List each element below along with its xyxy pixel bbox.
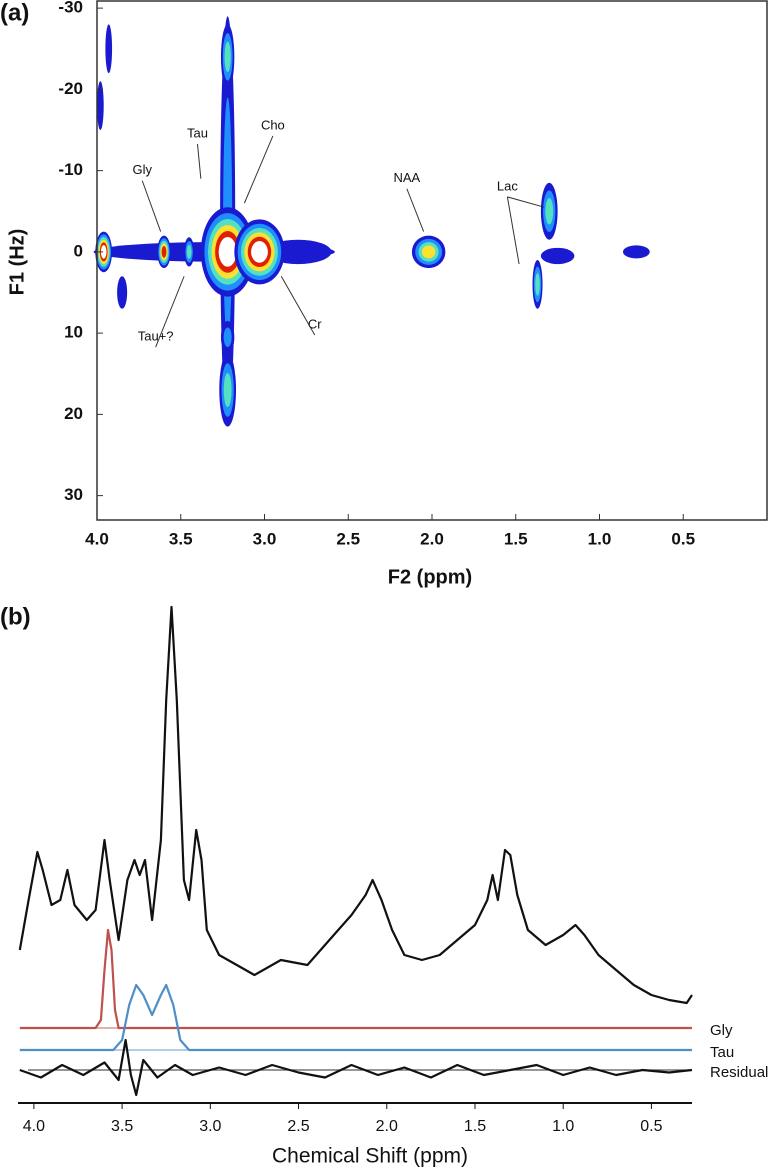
contour-peak: [220, 24, 235, 90]
x-tick-label: 1.5: [464, 1118, 486, 1135]
x-tick-label: 0.5: [640, 1118, 662, 1135]
x-tick-label: 2.0: [376, 1118, 398, 1135]
contour-level: [224, 41, 231, 73]
contour-level: [161, 246, 167, 258]
x-axis-label: Chemical Shift (ppm): [272, 1145, 468, 1168]
annotation: NAA: [394, 170, 421, 185]
contour-level: [535, 273, 540, 296]
annotation: Cho: [261, 117, 285, 132]
x-tick-label: 2.5: [336, 529, 360, 548]
contour-peak: [234, 219, 285, 285]
x-tick-label: 3.5: [169, 529, 193, 548]
x-tick-label: 1.0: [552, 1118, 574, 1135]
spectrum-line: [19, 1038, 693, 1097]
contour-peak: [540, 247, 575, 265]
annotation-arrow: [243, 135, 274, 204]
contour-level: [251, 241, 268, 263]
annotation-arrow: [280, 276, 316, 336]
annotation-arrow: [141, 180, 162, 232]
contour-level: [186, 245, 192, 259]
contour-level: [540, 247, 575, 265]
x-tick-label: 3.0: [199, 1118, 221, 1135]
contour-peak: [97, 81, 104, 130]
y-tick-label: 10: [64, 323, 83, 342]
contour-level: [97, 81, 104, 130]
panel-label: (b): [0, 603, 31, 630]
x-tick-label: 2.0: [420, 529, 444, 548]
x-tick-label: 3.0: [253, 529, 277, 548]
x-tick-label: 4.0: [23, 1118, 45, 1135]
contour-peak: [219, 353, 237, 427]
contour-level: [223, 327, 232, 347]
contour-peak: [117, 276, 128, 309]
contour-peak: [200, 207, 255, 297]
annotation: Tau: [187, 126, 208, 141]
y-tick-label: 0: [74, 241, 83, 260]
annotation-arrow: [507, 196, 545, 208]
contour-peak: [220, 320, 235, 354]
annotation: Tau+?: [138, 329, 174, 344]
annotation: Cr: [308, 316, 322, 331]
y-tick-label: -10: [58, 160, 83, 179]
x-tick-label: 1.5: [504, 529, 528, 548]
contour-peak: [540, 182, 558, 240]
contour-level: [622, 245, 650, 259]
contour-peak: [95, 231, 113, 273]
legend-label: Residual: [710, 1064, 768, 1081]
panel-label: (a): [0, 0, 29, 26]
contour-level: [218, 236, 237, 267]
legend-label: Tau: [710, 1044, 734, 1061]
x-axis-label: F2 (ppm): [388, 566, 472, 588]
y-axis-label: F1 (Hz): [6, 229, 28, 296]
x-tick-label: 3.5: [111, 1118, 133, 1135]
contour-level: [223, 372, 232, 408]
y-tick-label: 30: [64, 485, 83, 504]
contour-peak: [622, 245, 650, 259]
contour-level: [421, 245, 436, 259]
spectrum-line: [19, 983, 692, 1052]
contour-peak: [105, 24, 113, 74]
contour-level: [100, 245, 107, 259]
y-tick-label: 20: [64, 404, 83, 423]
spectrum-line: [19, 928, 692, 1030]
x-tick-label: 0.5: [671, 529, 695, 548]
contour-peak: [411, 235, 446, 269]
x-tick-label: 4.0: [85, 529, 109, 548]
annotation-arrow: [155, 276, 185, 348]
annotation-arrow: [197, 144, 202, 179]
legend-label: Gly: [710, 1022, 733, 1039]
contour-peak: [157, 235, 171, 269]
y-tick-label: -30: [58, 0, 83, 17]
contour-level: [117, 276, 128, 309]
x-tick-label: 2.5: [287, 1118, 309, 1135]
annotation-arrow: [406, 188, 425, 232]
x-tick-label: 1.0: [588, 529, 612, 548]
annotation: Lac: [497, 178, 518, 193]
spectrum-line: [18, 605, 693, 1005]
annotation: Gly: [132, 162, 152, 177]
contour-peak: [532, 260, 543, 309]
contour-level: [105, 24, 113, 74]
annotation-arrow: [506, 196, 520, 265]
y-tick-label: -20: [58, 79, 83, 98]
contour-level: [545, 197, 554, 225]
contour-peak: [184, 237, 195, 267]
